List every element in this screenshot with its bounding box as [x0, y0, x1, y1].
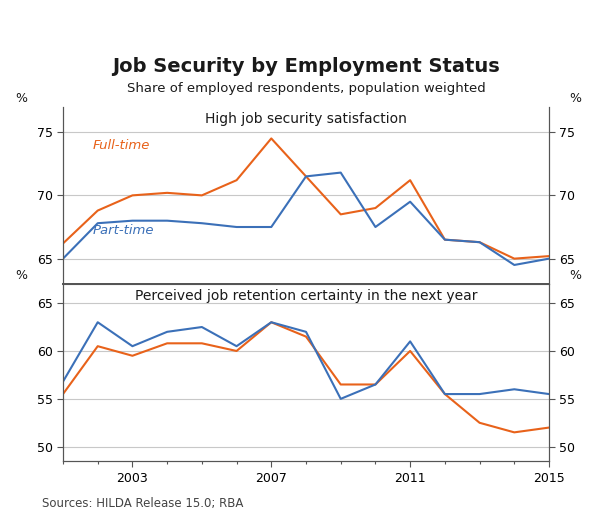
Text: %: %: [570, 269, 582, 282]
Text: Share of employed respondents, population weighted: Share of employed respondents, populatio…: [127, 82, 485, 95]
Text: Perceived job retention certainty in the next year: Perceived job retention certainty in the…: [135, 289, 477, 303]
Text: Job Security by Employment Status: Job Security by Employment Status: [112, 57, 500, 76]
Text: Full-time: Full-time: [92, 139, 149, 152]
Text: Sources: HILDA Release 15.0; RBA: Sources: HILDA Release 15.0; RBA: [42, 497, 244, 510]
Text: Part-time: Part-time: [92, 224, 154, 237]
Text: High job security satisfaction: High job security satisfaction: [205, 112, 407, 126]
Text: %: %: [16, 92, 28, 105]
Text: %: %: [570, 92, 582, 105]
Text: %: %: [16, 269, 28, 282]
